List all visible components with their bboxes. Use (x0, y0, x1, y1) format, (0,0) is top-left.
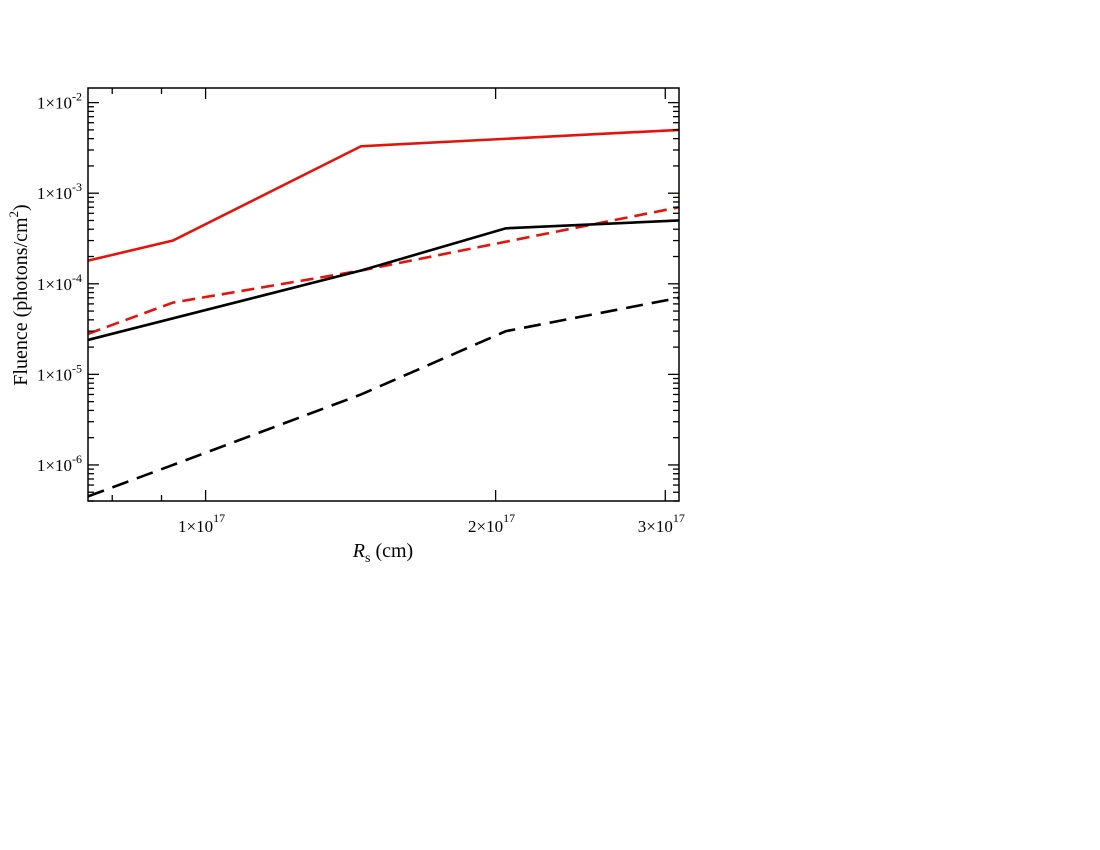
x-axis-title-sub: s (365, 551, 370, 566)
x-tick-label: 1×1017 (178, 511, 225, 536)
y-tick-label: 1×10-6 (37, 452, 82, 475)
y-tick-label: 1×10-3 (37, 180, 82, 203)
y-axis-title-sup: 2 (6, 211, 21, 218)
ticks-layer: 1×10-6 1×10-5 1×10-4 1×10-3 1×10-2 1×1017 2×10… (37, 88, 685, 536)
y-axis-title-close: ) (10, 204, 32, 211)
x-tick-label: 2×1017 (468, 511, 515, 536)
x-axis-title-unit: (cm) (375, 540, 413, 562)
x-axis-title: Rs (cm) (352, 540, 413, 566)
y-axis-title-main: Fluence (photons/cm (10, 217, 32, 386)
series-layer (87, 128, 680, 498)
series-line-2 (87, 205, 680, 336)
y-tick-label: 1×10-2 (37, 90, 82, 113)
plot-frame (87, 87, 680, 502)
y-tick-label: 1×10-4 (37, 271, 82, 294)
x-axis-title-symbol: R (352, 540, 365, 562)
y-axis-title: Fluence (photons/cm2) (6, 204, 32, 385)
y-tick-label: 1×10-5 (37, 361, 82, 384)
x-tick-label: 3×1017 (638, 511, 685, 536)
series-line-1 (87, 128, 680, 262)
series-line-4 (87, 296, 680, 498)
series-line-3 (87, 219, 680, 342)
